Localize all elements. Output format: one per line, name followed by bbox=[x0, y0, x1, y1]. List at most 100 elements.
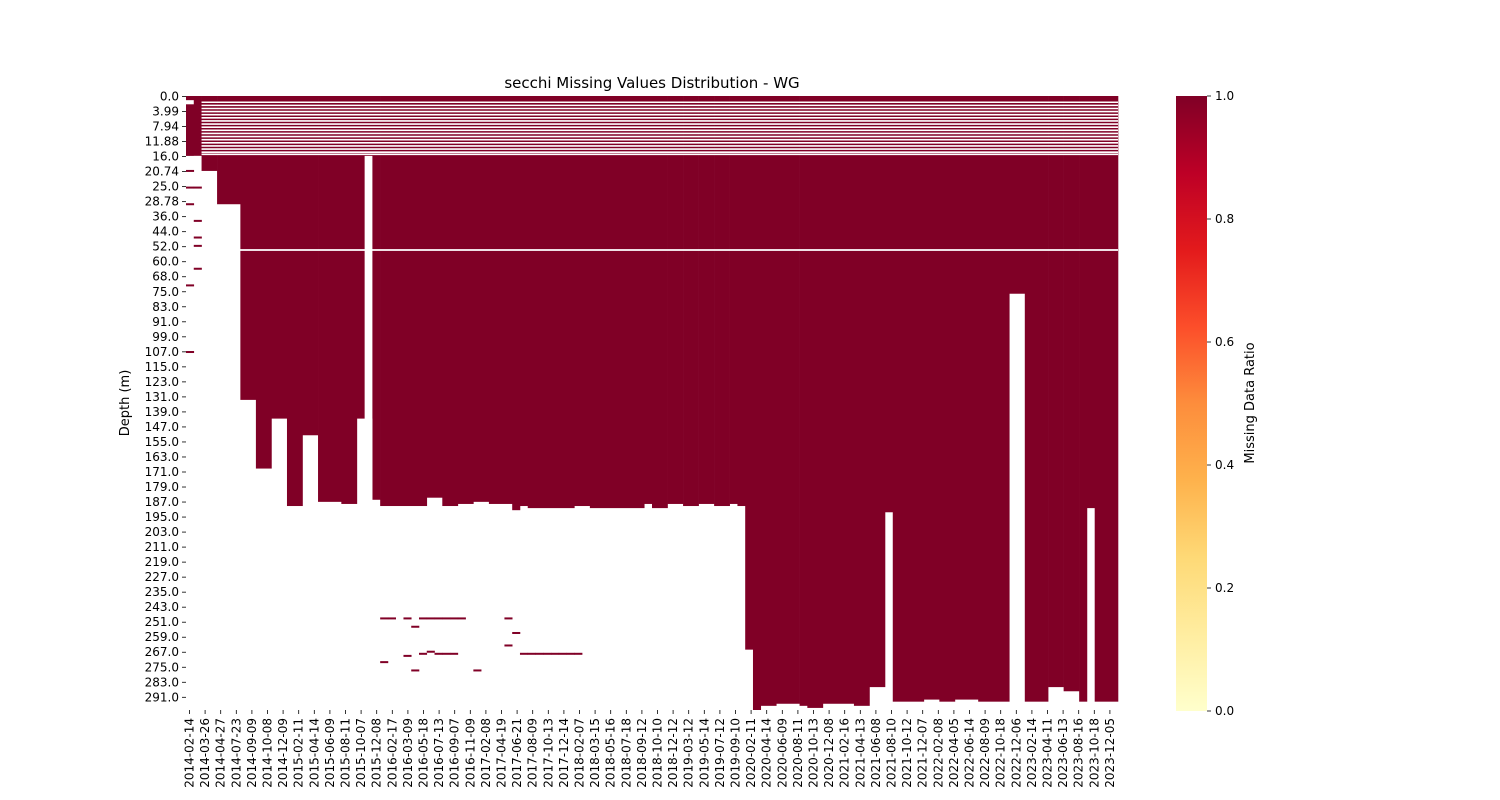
x-tick-label-0: 2014-02-14 bbox=[183, 718, 197, 788]
isolated-mark-34 bbox=[473, 669, 482, 672]
heatmap-cell-segment-15 bbox=[457, 96, 474, 504]
x-tick-label-43: 2021-04-13 bbox=[853, 718, 867, 788]
x-tick-label-31: 2018-12-12 bbox=[666, 718, 680, 788]
heatmap-cell-segment-2 bbox=[217, 96, 241, 205]
y-axis-label: Depth (m) bbox=[118, 370, 133, 437]
x-tick-label-35: 2019-09-10 bbox=[729, 718, 743, 788]
x-tick-label-7: 2015-02-11 bbox=[292, 718, 306, 788]
isolated-mark-38 bbox=[535, 652, 544, 655]
isolated-mark-22 bbox=[450, 617, 459, 620]
y-tick-label-17: 107.0 bbox=[145, 345, 179, 359]
isolated-mark-43 bbox=[574, 652, 583, 655]
y-tick-label-38: 275.0 bbox=[145, 660, 179, 674]
x-tick-label-25: 2018-02-07 bbox=[573, 718, 587, 788]
x-tick-label-48: 2022-02-08 bbox=[931, 718, 945, 788]
heatmap-gap-2 bbox=[364, 155, 373, 502]
isolated-mark-25 bbox=[512, 631, 521, 634]
x-tick-label-27: 2018-05-16 bbox=[604, 718, 618, 788]
x-tick-label-51: 2022-08-09 bbox=[978, 718, 992, 788]
heatmap-cell-segment-46 bbox=[1009, 96, 1026, 294]
heatmap-cell-segment-41 bbox=[892, 96, 925, 702]
x-tick-label-3: 2014-07-23 bbox=[229, 718, 243, 788]
heatmap-cell-segment-29 bbox=[729, 96, 738, 504]
y-tick-label-1: 3.99 bbox=[152, 105, 179, 119]
isolated-mark-3 bbox=[644, 96, 653, 99]
x-tick-label-34: 2019-07-12 bbox=[713, 718, 727, 788]
x-tick-label-47: 2021-12-07 bbox=[916, 718, 930, 788]
x-tick-label-30: 2018-10-10 bbox=[651, 718, 665, 788]
heatmap-cell-segment-51 bbox=[1086, 96, 1095, 509]
y-tick-label-28: 195.0 bbox=[145, 510, 179, 524]
heatmap-cell-segment-37 bbox=[822, 96, 855, 704]
isolated-mark-21 bbox=[442, 617, 451, 620]
x-tick-label-8: 2015-04-14 bbox=[307, 718, 321, 788]
x-tick-label-58: 2023-10-18 bbox=[1087, 718, 1101, 788]
heatmap-cell-segment-45 bbox=[978, 96, 1010, 702]
x-tick-label-39: 2020-08-11 bbox=[791, 718, 805, 788]
y-tick-label-35: 251.0 bbox=[145, 615, 179, 629]
heatmap-cell-segment-32 bbox=[752, 96, 762, 710]
isolated-mark-1 bbox=[574, 96, 583, 99]
heatmap-cell-segment-38 bbox=[853, 96, 870, 706]
isolated-mark-19 bbox=[426, 617, 435, 620]
y-tick-label-19: 123.0 bbox=[145, 375, 179, 389]
heatmap-gap-0 bbox=[186, 100, 194, 105]
x-tick-label-15: 2016-05-18 bbox=[417, 718, 431, 788]
heatmap-cell-segment-23 bbox=[644, 96, 653, 504]
y-tick-label-7: 28.78 bbox=[145, 195, 179, 209]
heatmap-cell-segment-18 bbox=[512, 96, 521, 511]
isolated-mark-0 bbox=[318, 96, 327, 99]
heatmap-cell-segment-9 bbox=[341, 96, 358, 504]
x-tick-label-19: 2017-02-08 bbox=[479, 718, 493, 788]
isolated-mark-42 bbox=[566, 652, 575, 655]
y-tick-label-21: 139.0 bbox=[145, 405, 179, 419]
isolated-mark-31 bbox=[442, 652, 451, 655]
y-tick-label-12: 68.0 bbox=[152, 270, 179, 284]
x-tick-label-10: 2015-08-11 bbox=[339, 718, 353, 788]
x-tick-label-57: 2023-08-16 bbox=[1072, 718, 1086, 788]
heatmap-cell-segment-14 bbox=[442, 96, 459, 507]
colorbar: 0.0 0.2 0.4 0.6 0.8 1.0 Missing Data Ratio bbox=[1176, 89, 1258, 718]
y-tick-label-9: 44.0 bbox=[152, 225, 179, 239]
heatmap-cell-segment-17 bbox=[488, 96, 513, 504]
heatmap-cell-segment-44 bbox=[954, 96, 979, 700]
heatmap-cell-segment-0 bbox=[186, 96, 202, 156]
isolated-mark-6 bbox=[193, 186, 202, 189]
x-tick-label-44: 2021-06-08 bbox=[869, 718, 883, 788]
heatmap-cell-segment-31 bbox=[745, 96, 754, 650]
x-tick-label-26: 2018-03-15 bbox=[588, 718, 602, 788]
y-tick-label-36: 259.0 bbox=[145, 630, 179, 644]
y-tick-label-16: 99.0 bbox=[152, 330, 179, 344]
heatmap-cell-segment-7 bbox=[302, 96, 319, 436]
x-tick-label-16: 2016-07-13 bbox=[432, 718, 446, 788]
y-tick-label-6: 25.0 bbox=[152, 180, 179, 194]
y-tick-label-29: 203.0 bbox=[145, 525, 179, 539]
heatmap-cell-segment-22 bbox=[589, 96, 645, 509]
x-tick-label-54: 2023-02-14 bbox=[1025, 718, 1039, 788]
x-tick-label-37: 2020-04-14 bbox=[760, 718, 774, 788]
heatmap-cell-segment-43 bbox=[939, 96, 956, 702]
heatmap-cell-segment-28 bbox=[714, 96, 730, 507]
y-tick-label-18: 115.0 bbox=[145, 360, 179, 374]
isolated-mark-17 bbox=[411, 625, 420, 628]
colorbar-ticks: 0.0 0.2 0.4 0.6 0.8 1.0 bbox=[1207, 89, 1234, 718]
x-tick-label-46: 2021-10-12 bbox=[900, 718, 914, 788]
isolated-mark-26 bbox=[380, 661, 389, 664]
x-axis: 2014-02-14 2014-03-26 2014-04-27 2014-07-23… bbox=[183, 710, 1117, 788]
heatmap-cell-segment-42 bbox=[923, 96, 940, 700]
heatmap-cell-segment-49 bbox=[1063, 96, 1080, 692]
isolated-mark-39 bbox=[543, 652, 552, 655]
y-tick-label-11: 60.0 bbox=[152, 255, 179, 269]
colorbar-tick-label-5: 1.0 bbox=[1215, 89, 1234, 103]
y-tick-label-8: 36.0 bbox=[152, 210, 179, 224]
x-tick-label-52: 2022-10-18 bbox=[994, 718, 1008, 788]
x-tick-label-59: 2023-12-05 bbox=[1103, 718, 1117, 788]
isolated-mark-18 bbox=[419, 617, 428, 620]
isolated-mark-11 bbox=[193, 267, 202, 270]
x-tick-label-41: 2020-12-08 bbox=[822, 718, 836, 788]
chart-title: secchi Missing Values Distribution - WG bbox=[504, 74, 799, 92]
heatmap-cell-segment-25 bbox=[667, 96, 684, 504]
y-tick-label-32: 227.0 bbox=[145, 570, 179, 584]
y-tick-label-2: 7.94 bbox=[152, 120, 179, 134]
isolated-mark-20 bbox=[434, 617, 443, 620]
